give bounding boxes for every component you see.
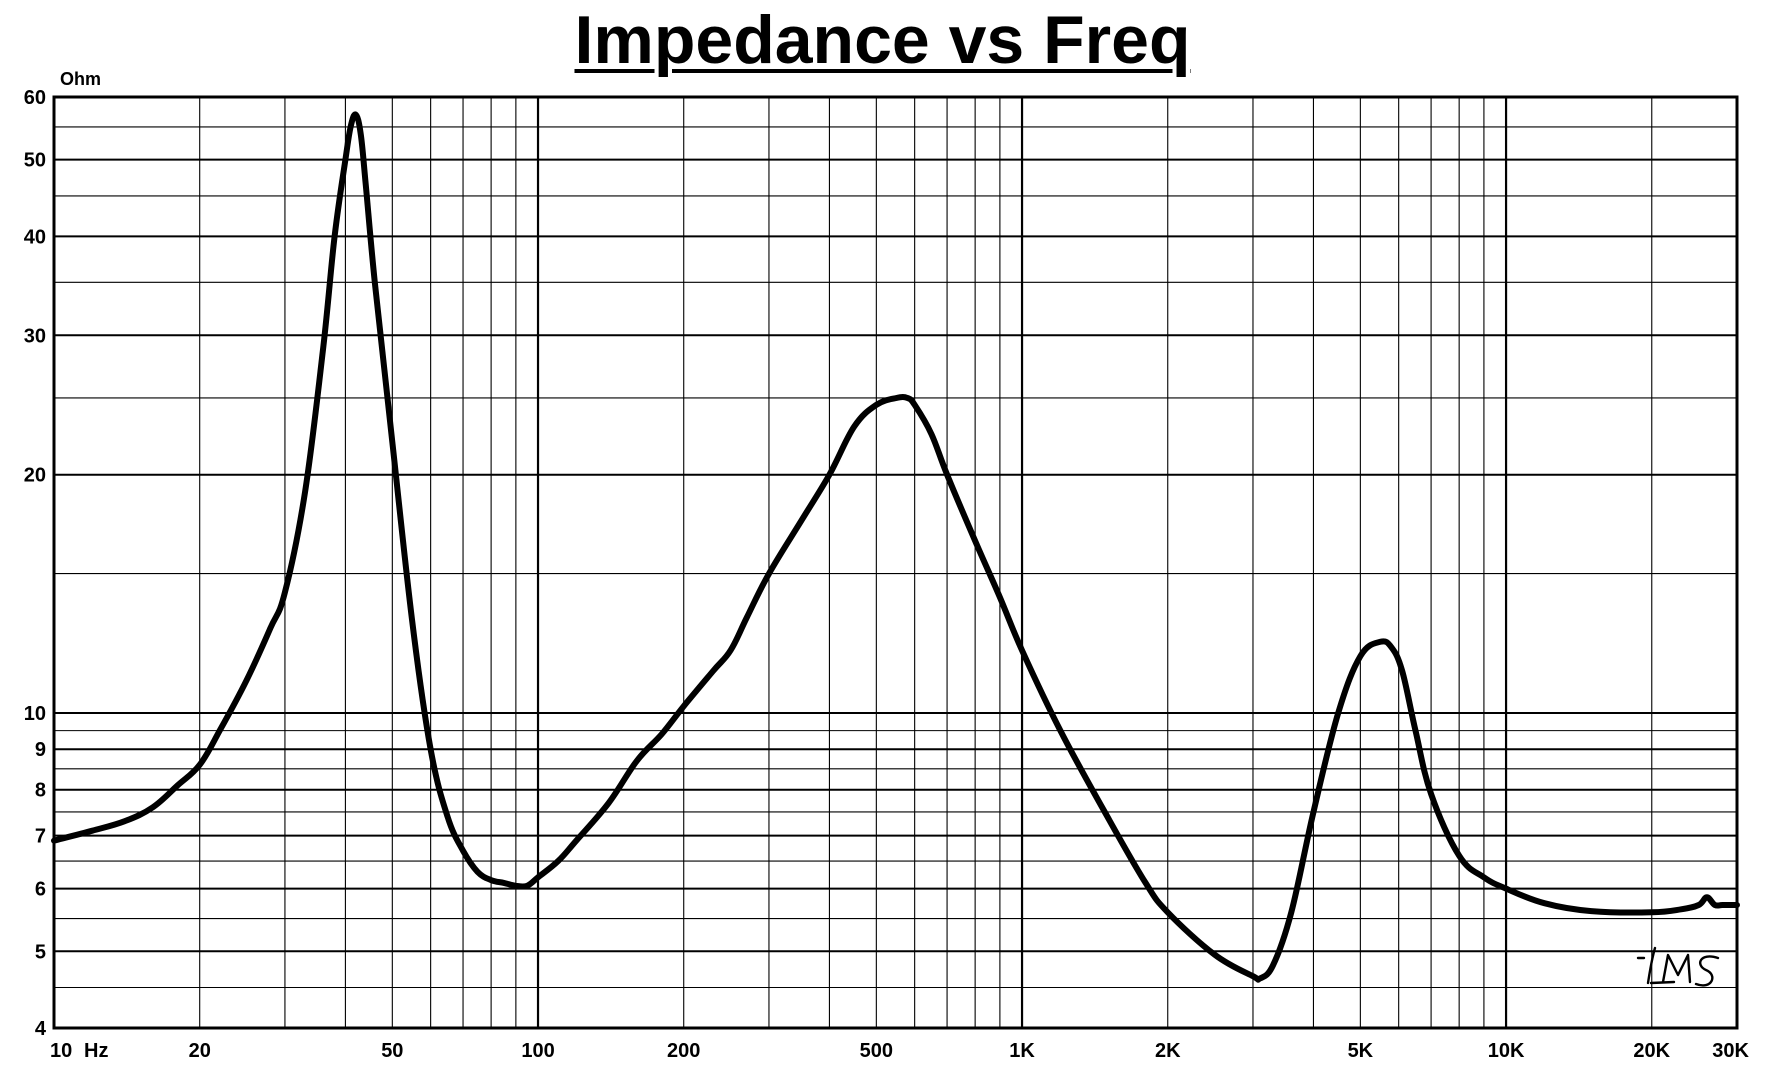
y-tick-label: 50 [24,150,46,172]
y-tick-label: 20 [24,465,46,487]
x-tick-label: 20K [1633,1040,1670,1062]
x-tick-label: 500 [860,1040,893,1062]
y-tick-label: 7 [35,826,46,848]
grid-major [52,97,1737,1028]
x-tick-label: 30K [1712,1040,1749,1062]
grid-minor [54,97,1738,1028]
lms-logo [1636,946,1720,987]
x-axis-unit-label: Hz [84,1040,108,1062]
y-tick-label: 8 [35,780,46,802]
x-tick-label: 50 [381,1040,403,1062]
y-tick-label: 5 [35,941,46,963]
x-tick-label: 2K [1155,1040,1181,1062]
y-tick-label: 30 [24,325,46,347]
x-tick-label: 100 [521,1040,554,1062]
y-tick-label: 4 [35,1018,47,1040]
y-tick-label: 60 [24,87,46,109]
x-tick-label: 10K [1488,1040,1525,1062]
y-tick-label: 10 [24,703,46,725]
y-tick-labels: 4 5 6 7 8 9 10 20 30 40 50 60 [24,87,47,1040]
chart-title: Impedance vs Freq [0,2,1765,78]
impedance-curve [51,111,1740,983]
y-axis-unit-label: Ohm [60,69,101,89]
x-tick-label: 10 [50,1040,72,1062]
x-tick-label: 200 [667,1040,700,1062]
x-tick-label: 1K [1009,1040,1035,1062]
chart-title-text: Impedance vs Freq [574,2,1191,78]
y-tick-label: 6 [35,879,46,901]
x-tick-label: 20 [189,1040,211,1062]
x-tick-labels: 10 20 50 100 200 500 1K 2K 5K 10K 20K 30K [50,1040,1750,1062]
plot-frame [52,95,1739,1030]
y-tick-label: 9 [35,739,46,761]
y-tick-label: 40 [24,226,46,248]
x-tick-label: 5K [1348,1040,1374,1062]
